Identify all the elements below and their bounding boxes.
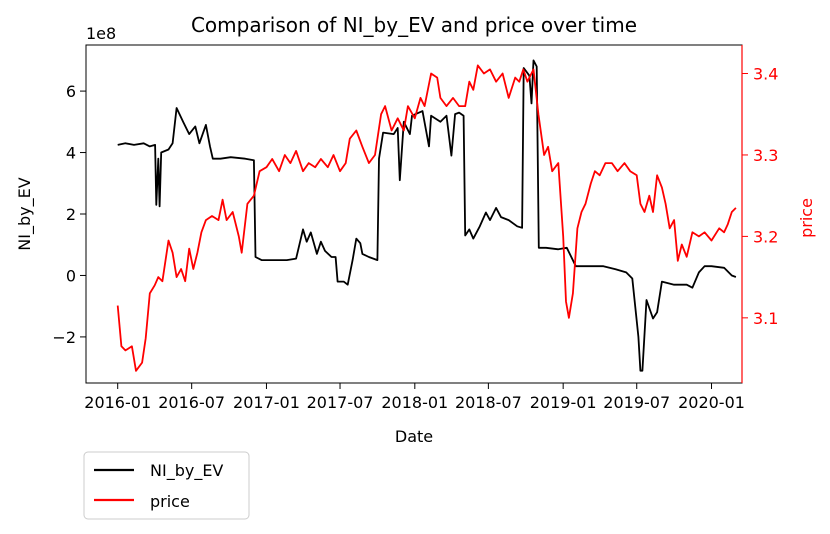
left-axis-label: NI_by_EV xyxy=(15,177,35,250)
legend: NI_by_EV price xyxy=(83,451,250,520)
left-axis-offset-text: 1e8 xyxy=(86,24,116,43)
right-axis-label: price xyxy=(797,198,816,238)
series-layer xyxy=(116,59,737,372)
x-axis-ticks: 2016-01 2016-07 2017-01 2017-07 2018-01 2018-… xyxy=(84,383,745,412)
x-tick-label: 2017-01 xyxy=(233,393,300,412)
plot-frame xyxy=(85,44,743,384)
left-tick-label: −2 xyxy=(52,328,76,347)
legend-frame xyxy=(83,451,250,520)
x-tick-label: 2018-01 xyxy=(381,393,448,412)
left-tick-label: 2 xyxy=(66,205,76,224)
left-axis-ticks: −2 0 2 4 6 xyxy=(52,82,86,347)
x-axis-label: Date xyxy=(395,427,433,446)
legend-label-price: price xyxy=(150,492,190,511)
left-tick-label: 6 xyxy=(66,82,76,101)
right-tick-label: 3.4 xyxy=(753,65,778,84)
left-tick-label: 0 xyxy=(66,266,76,285)
x-tick-label: 2020-01 xyxy=(678,393,745,412)
series-line-ni-by-ev xyxy=(117,59,737,372)
x-tick-label: 2019-01 xyxy=(530,393,597,412)
plot-area xyxy=(85,44,743,384)
left-tick-label: 4 xyxy=(66,144,76,163)
legend-label-ni-by-ev: NI_by_EV xyxy=(150,461,223,481)
series-line-price xyxy=(116,64,737,372)
right-tick-label: 3.3 xyxy=(753,146,778,165)
x-tick-label: 2016-07 xyxy=(158,393,225,412)
x-tick-label: 2018-07 xyxy=(455,393,522,412)
right-tick-label: 3.2 xyxy=(753,227,778,246)
x-tick-label: 2017-07 xyxy=(307,393,374,412)
right-axis-ticks: 3.1 3.2 3.3 3.4 xyxy=(742,65,778,328)
chart-title: Comparison of NI_by_EV and price over ti… xyxy=(191,13,637,37)
right-tick-label: 3.1 xyxy=(753,309,778,328)
x-tick-label: 2016-01 xyxy=(84,393,151,412)
x-tick-label: 2019-07 xyxy=(603,393,670,412)
